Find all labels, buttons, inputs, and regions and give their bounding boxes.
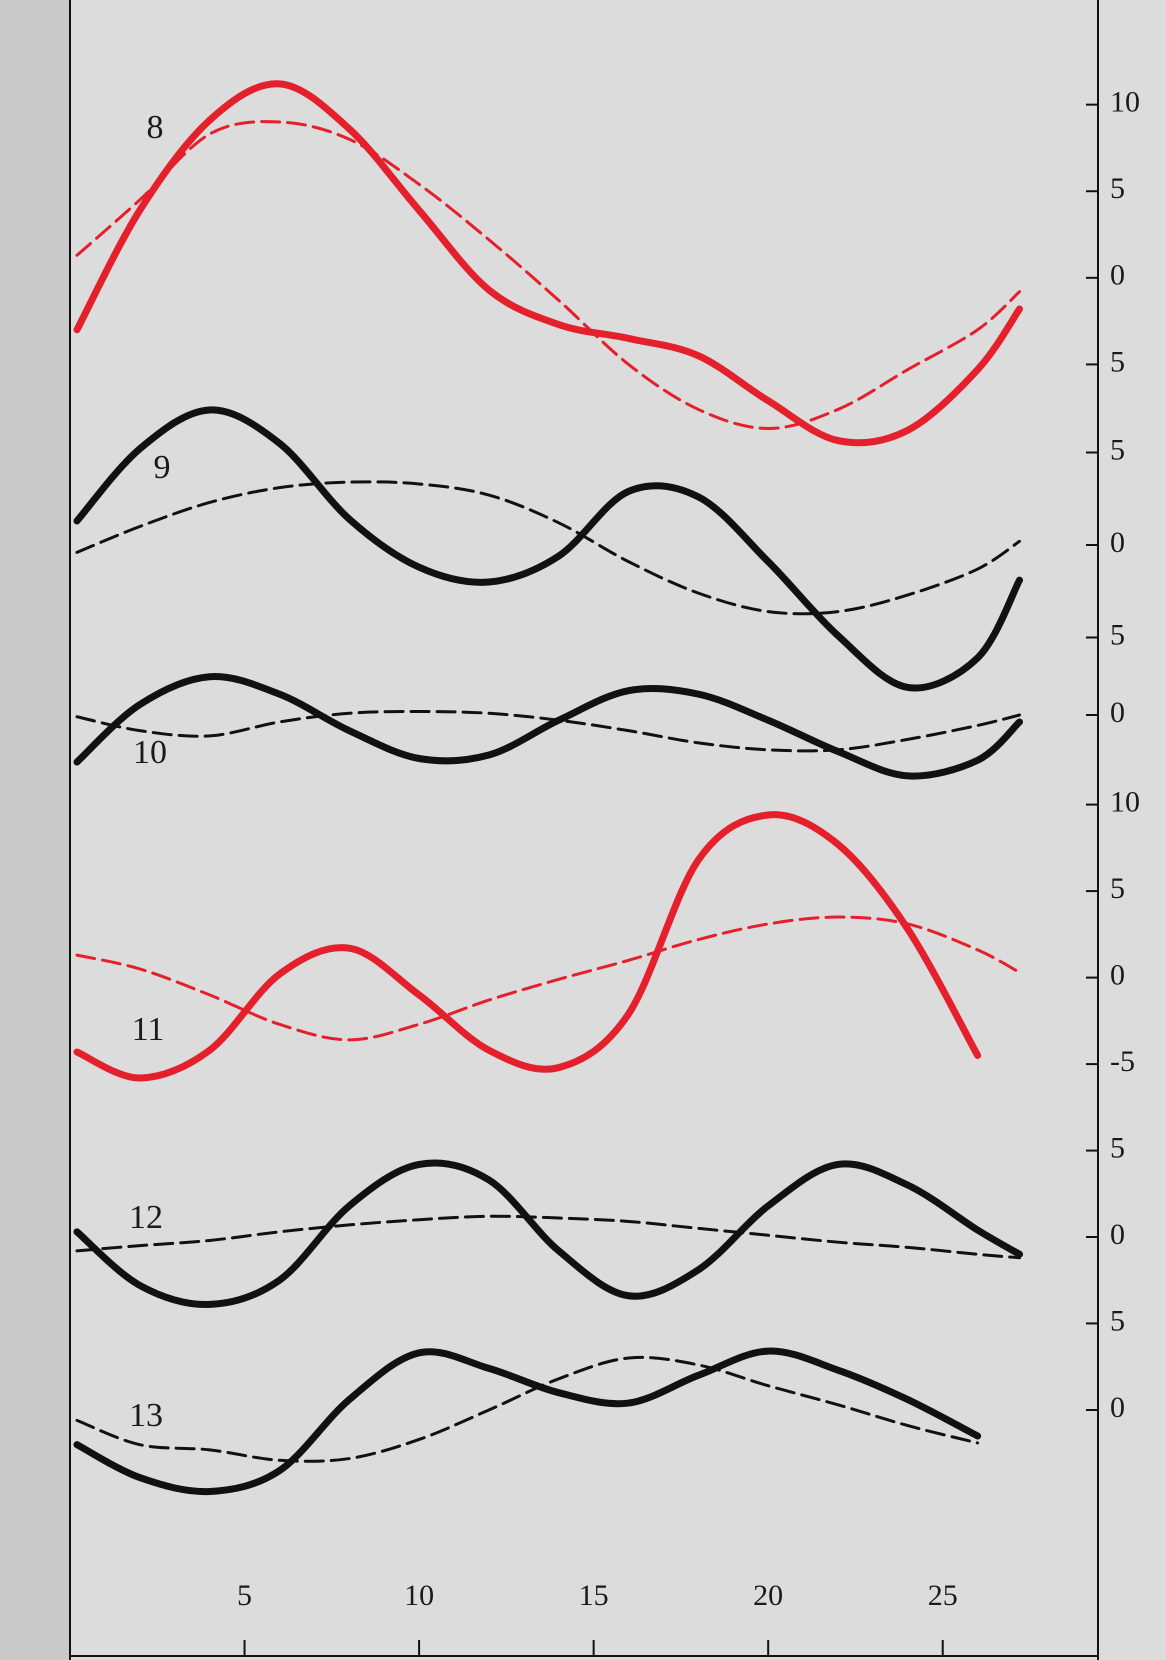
x-tick-label: 15 (579, 1579, 609, 1612)
dashed-line (75, 710, 1022, 753)
x-tick-label: 10 (404, 1579, 434, 1612)
y-tick-label: 5 (1110, 345, 1125, 378)
panel-label: 8 (147, 109, 164, 146)
y-tick-label: 10 (1110, 785, 1140, 818)
y-tick-label: 0 (1110, 259, 1125, 292)
dashed-line (75, 1355, 980, 1463)
y-tick-label: 0 (1110, 1218, 1125, 1251)
x-tick-label: 5 (237, 1579, 252, 1612)
solid-line (73, 80, 1024, 447)
y-tick-label: 0 (1110, 958, 1125, 991)
y-tick-label: 5 (1110, 618, 1125, 651)
y-tick-label: 5 (1110, 872, 1125, 905)
solid-line (73, 406, 1024, 692)
x-tick-label: 25 (928, 1579, 958, 1612)
panel-label: 13 (129, 1397, 163, 1434)
dashed-line (75, 915, 1022, 1042)
panel-label: 10 (133, 734, 167, 771)
y-tick-label: 0 (1110, 526, 1125, 559)
y-tick-label: 5 (1110, 1304, 1125, 1337)
y-tick-label: -5 (1110, 1045, 1135, 1078)
x-tick-label: 20 (753, 1579, 783, 1612)
y-tick-label: 0 (1110, 696, 1125, 729)
y-tick-label: 0 (1110, 1391, 1125, 1424)
dashed-line (75, 1214, 1022, 1260)
panel-label: 9 (154, 449, 171, 486)
solid-line (73, 811, 982, 1082)
dashed-line (75, 480, 1022, 616)
solid-line (73, 1347, 982, 1496)
y-tick-label: 5 (1110, 1131, 1125, 1164)
panel-label: 12 (129, 1199, 163, 1236)
panel-label: 11 (132, 1011, 165, 1048)
y-tick-label: 5 (1110, 433, 1125, 466)
y-tick-label: 5 (1110, 172, 1125, 205)
y-tick-label: 10 (1110, 86, 1140, 119)
left-margin (0, 0, 70, 1660)
solid-line (73, 1159, 1024, 1308)
dashed-line (75, 120, 1022, 430)
